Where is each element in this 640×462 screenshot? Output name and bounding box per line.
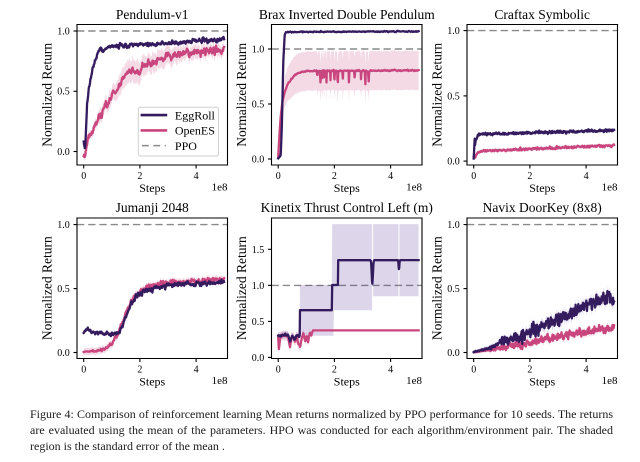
svg-text:4: 4 [194,171,199,182]
svg-text:Steps: Steps [139,375,165,389]
svg-text:0: 0 [276,365,281,376]
svg-text:4: 4 [584,171,589,182]
svg-text:1.0: 1.0 [57,220,70,231]
svg-text:1e8: 1e8 [602,182,618,194]
svg-text:Normalized Return: Normalized Return [234,236,249,340]
svg-text:Steps: Steps [139,181,165,195]
svg-text:0.5: 0.5 [252,100,265,111]
svg-text:1.0: 1.0 [447,220,460,231]
svg-text:4: 4 [194,365,199,376]
svg-text:Pendulum-v1: Pendulum-v1 [116,7,189,22]
svg-text:0: 0 [276,171,281,182]
svg-text:4: 4 [388,365,393,376]
svg-text:1.0: 1.0 [447,26,460,37]
svg-text:Normalized Return: Normalized Return [39,236,54,340]
svg-text:Normalized Return: Normalized Return [429,43,444,147]
svg-text:0.0: 0.0 [252,154,265,165]
svg-text:EggRoll: EggRoll [175,108,216,122]
svg-text:2: 2 [137,171,142,182]
svg-text:Brax Inverted Double Pendulum: Brax Inverted Double Pendulum [259,7,435,22]
svg-text:0: 0 [81,365,86,376]
svg-text:0.0: 0.0 [57,348,70,359]
svg-text:Steps: Steps [529,181,555,195]
svg-text:0: 0 [81,171,86,182]
svg-text:1.0: 1.0 [252,281,265,292]
svg-text:1.0: 1.0 [57,27,70,38]
svg-text:0.5: 0.5 [447,284,460,295]
svg-text:0.0: 0.0 [447,348,460,359]
svg-text:1e8: 1e8 [406,182,422,194]
svg-text:Normalized Return: Normalized Return [39,43,54,147]
svg-text:PPO: PPO [175,139,197,153]
svg-text:Craftax Symbolic: Craftax Symbolic [494,7,590,22]
svg-text:0.5: 0.5 [252,317,265,328]
svg-text:1.5: 1.5 [252,245,265,256]
svg-text:0.5: 0.5 [57,87,70,98]
svg-text:0.0: 0.0 [252,353,265,364]
svg-text:Steps: Steps [529,375,555,389]
svg-text:0.5: 0.5 [447,91,460,102]
svg-text:2: 2 [332,171,337,182]
svg-text:1.0: 1.0 [252,45,265,56]
svg-text:Jumanji 2048: Jumanji 2048 [116,200,189,215]
svg-text:OpenES: OpenES [175,124,215,138]
svg-text:1e8: 1e8 [406,375,422,387]
svg-text:1e8: 1e8 [602,375,618,387]
svg-text:Kinetix Thrust Control Left (m: Kinetix Thrust Control Left (m) [261,200,433,215]
svg-text:Navix DoorKey (8x8): Navix DoorKey (8x8) [483,200,602,215]
svg-text:2: 2 [527,171,532,182]
svg-text:Steps: Steps [334,181,360,195]
svg-text:2: 2 [527,365,532,376]
svg-text:Steps: Steps [334,375,360,389]
svg-text:0.5: 0.5 [57,284,70,295]
svg-text:0: 0 [471,171,476,182]
svg-text:0: 0 [471,365,476,376]
svg-text:Normalized Return: Normalized Return [234,43,249,147]
svg-text:4: 4 [388,171,393,182]
svg-text:0.0: 0.0 [57,147,70,158]
svg-text:2: 2 [137,365,142,376]
svg-text:1e8: 1e8 [212,375,228,387]
svg-text:0.0: 0.0 [447,157,460,168]
svg-text:4: 4 [584,365,589,376]
svg-text:Normalized Return: Normalized Return [429,236,444,340]
svg-text:1e8: 1e8 [212,182,228,194]
svg-text:2: 2 [332,365,337,376]
